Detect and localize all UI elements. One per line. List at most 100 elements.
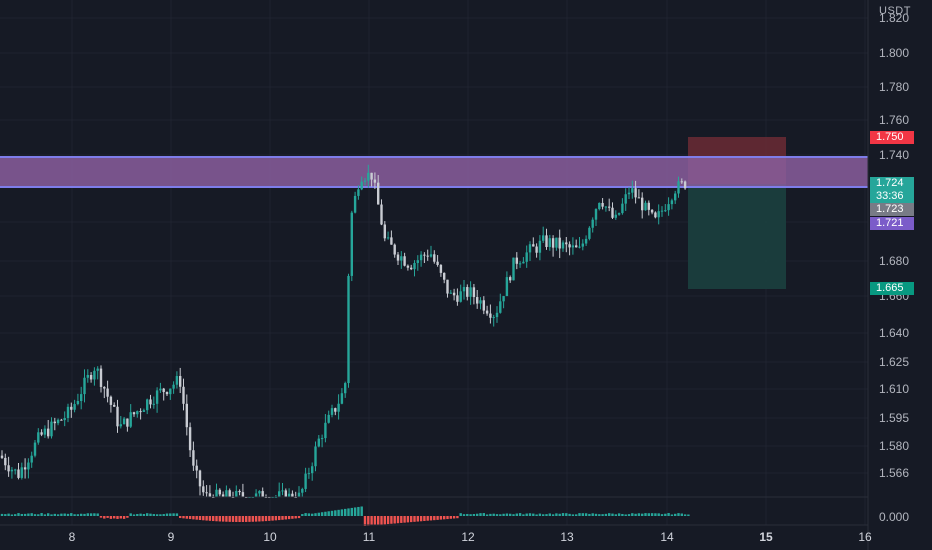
- candle-body: [304, 473, 307, 489]
- oscillator-bar: [426, 516, 429, 521]
- candle-body: [149, 399, 152, 405]
- candle-body: [660, 210, 664, 212]
- oscillator-bar: [254, 516, 258, 522]
- candle-body: [122, 418, 126, 425]
- oscillator-bar: [571, 514, 575, 516]
- oscillator-bar: [208, 516, 212, 521]
- resistance-zone[interactable]: [0, 157, 868, 187]
- candle-body: [202, 486, 205, 493]
- candle-body: [136, 411, 139, 415]
- price-tick-label: 1.760: [879, 113, 909, 127]
- oscillator-bar: [584, 513, 588, 516]
- candle-body: [426, 255, 429, 257]
- candle-body: [680, 181, 683, 183]
- candle-body: [578, 246, 581, 248]
- oscillator-bar: [195, 516, 198, 520]
- price-tick-label: 0.000: [879, 510, 909, 524]
- candle-body: [677, 181, 680, 194]
- oscillator-bar: [423, 516, 426, 521]
- oscillator-bar: [7, 513, 10, 516]
- candle-body: [218, 489, 221, 495]
- candle-body: [482, 300, 485, 311]
- candle-body: [538, 240, 542, 253]
- oscillator-bar: [268, 516, 271, 521]
- candle-body: [647, 202, 650, 210]
- oscillator-bar: [561, 513, 565, 516]
- stop-price-badge: 1.750: [870, 131, 914, 144]
- candle-body: [162, 388, 165, 393]
- candle-body: [515, 257, 518, 264]
- candle-body: [278, 491, 281, 497]
- oscillator-bar: [274, 516, 278, 521]
- candle-body: [63, 417, 66, 421]
- oscillator-bar: [324, 511, 327, 516]
- candle-body: [548, 238, 551, 247]
- oscillator-bar: [63, 513, 66, 516]
- bar-countdown: 33:36: [876, 190, 904, 202]
- oscillator-bar: [542, 514, 545, 516]
- oscillator-bar: [113, 516, 116, 519]
- oscillator-bar: [482, 513, 485, 516]
- oscillator-bar: [47, 513, 50, 516]
- candle-body: [106, 388, 109, 397]
- currency-label[interactable]: USDT: [879, 5, 911, 17]
- oscillator-bar: [614, 514, 617, 516]
- oscillator-bar: [456, 516, 459, 519]
- candle-body: [47, 428, 50, 437]
- candle-body: [254, 493, 258, 497]
- candle-body: [132, 412, 136, 415]
- oscillator-bar: [172, 513, 175, 516]
- oscillator-bar: [611, 513, 614, 516]
- date-tick-label: 14: [660, 530, 674, 544]
- oscillator-bar: [410, 516, 413, 523]
- candle-body: [43, 428, 47, 435]
- oscillator-bar: [667, 513, 670, 516]
- candle-body: [76, 400, 80, 405]
- oscillator-bar: [251, 516, 254, 522]
- take-profit-zone[interactable]: [688, 184, 786, 289]
- oscillator-bar: [294, 516, 297, 519]
- candle-body: [301, 488, 304, 493]
- candle-body: [495, 312, 499, 318]
- candle-body: [525, 252, 528, 262]
- oscillator-bar: [436, 516, 439, 520]
- candle-body: [360, 181, 363, 190]
- candle-body: [634, 188, 637, 198]
- oscillator-bar: [634, 513, 637, 516]
- price-axis[interactable]: 1.8201.8001.7801.7601.7401.7001.6801.660…: [879, 11, 909, 524]
- candle-body: [159, 388, 162, 391]
- date-tick-label: 15: [759, 530, 773, 544]
- oscillator-bar: [452, 516, 456, 519]
- candle-body: [317, 438, 320, 447]
- candle-body: [386, 237, 390, 239]
- oscillator-bar: [433, 516, 436, 521]
- candle-body: [410, 267, 413, 270]
- candle-body: [363, 180, 367, 182]
- oscillator-bar: [258, 516, 261, 522]
- candle-body: [654, 212, 657, 218]
- oscillator-bar: [509, 513, 512, 516]
- oscillator-bar: [677, 513, 680, 516]
- candle-body: [383, 224, 386, 239]
- candle-body: [637, 197, 641, 199]
- candle-body: [456, 295, 459, 302]
- candle-body: [116, 406, 119, 427]
- oscillator-bar: [439, 516, 443, 520]
- zone-price-badge: 1.721: [870, 217, 914, 230]
- oscillator-bar: [373, 516, 377, 526]
- oscillator-bar: [235, 516, 238, 522]
- oscillator-bar: [53, 513, 56, 516]
- candle-body: [33, 442, 37, 456]
- candle-body: [604, 206, 608, 208]
- oscillator-bar: [647, 513, 650, 516]
- candle-body: [126, 418, 129, 427]
- candle-body: [324, 422, 327, 439]
- candle-body: [70, 406, 73, 410]
- time-axis[interactable]: 8 9 10 11 12 13 14 15 16: [69, 530, 872, 544]
- candle-body: [192, 450, 195, 466]
- candle-body: [433, 254, 436, 262]
- candle-body: [555, 237, 558, 248]
- candle-body: [73, 404, 76, 410]
- candle-body: [667, 204, 670, 211]
